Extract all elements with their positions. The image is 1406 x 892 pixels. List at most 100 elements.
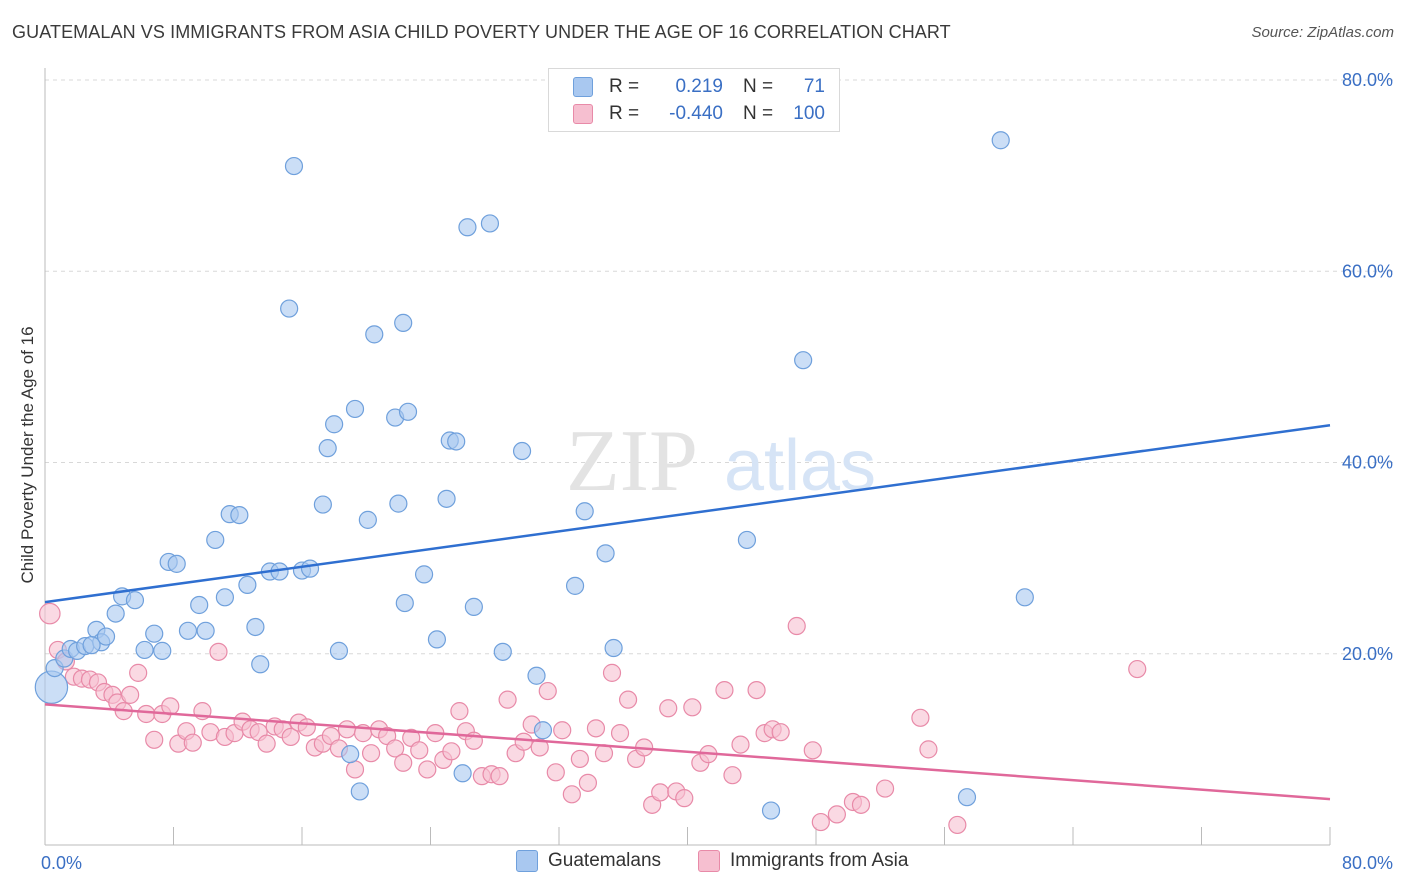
point-guatemalans: [427, 630, 447, 649]
point-guatemalans: [313, 495, 332, 514]
chart-title: GUATEMALAN VS IMMIGRANTS FROM ASIA CHILD…: [12, 22, 951, 42]
point-immigrants-asia: [731, 735, 750, 754]
point-immigrants-asia: [723, 766, 742, 785]
legend-swatch-blue: [573, 77, 593, 97]
point-guatemalans: [178, 621, 198, 640]
point-immigrants-asia: [675, 789, 694, 808]
point-guatemalans: [458, 218, 477, 237]
trend-line-guatemalans: [44, 423, 1331, 604]
point-immigrants-asia: [715, 680, 734, 700]
point-immigrants-asia: [538, 681, 557, 701]
point-immigrants-asia: [948, 815, 967, 835]
point-guatemalans: [145, 624, 164, 643]
point-immigrants-asia: [394, 753, 413, 772]
point-guatemalans: [533, 721, 553, 740]
point-immigrants-asia: [410, 741, 429, 760]
point-immigrants-asia: [651, 783, 670, 802]
point-guatemalans: [527, 666, 546, 685]
point-immigrants-asia: [281, 727, 300, 747]
point-guatemalans: [365, 325, 384, 344]
point-immigrants-asia: [297, 718, 316, 737]
point-guatemalans: [350, 782, 369, 801]
point-immigrants-asia: [578, 773, 598, 792]
point-guatemalans: [238, 575, 257, 595]
point-immigrants-asia: [586, 719, 606, 738]
point-immigrants-asia: [570, 749, 589, 769]
point-guatemalans: [794, 351, 813, 370]
point-guatemalans: [761, 801, 781, 820]
point-guatemalans: [1015, 588, 1034, 607]
point-immigrants-asia: [553, 721, 572, 740]
point-guatemalans: [737, 530, 757, 550]
trend-line-immigrants-asia: [44, 703, 1331, 801]
point-guatemalans: [300, 559, 320, 578]
legend-r-label: R =: [609, 76, 640, 97]
y-tick-label: 40.0%: [1342, 453, 1393, 473]
point-guatemalans: [437, 489, 456, 508]
y-tick-label: 60.0%: [1342, 261, 1393, 281]
legend-swatch-blue: [516, 850, 538, 872]
point-immigrants-asia: [209, 642, 228, 661]
point-immigrants-asia: [811, 812, 830, 832]
gridlines: [45, 79, 1393, 655]
point-guatemalans: [512, 441, 532, 461]
point-immigrants-asia: [827, 805, 846, 824]
point-immigrants-asia: [546, 763, 565, 782]
point-guatemalans: [206, 530, 225, 550]
x-tick-label-max: 80.0%: [1342, 853, 1393, 873]
point-immigrants-asia: [683, 698, 702, 717]
y-axis-label: Child Poverty Under the Age of 16: [18, 326, 37, 583]
point-immigrants-asia: [442, 742, 461, 761]
point-guatemalans: [414, 565, 434, 584]
y-tick-labels: 20.0% 40.0% 60.0% 80.0%: [1342, 70, 1393, 664]
point-guatemalans: [957, 788, 977, 807]
point-guatemalans: [246, 617, 265, 637]
point-guatemalans: [96, 627, 116, 646]
point-guatemalans: [991, 131, 1010, 150]
point-guatemalans: [329, 641, 349, 660]
point-guatemalans: [325, 415, 344, 434]
point-immigrants-asia: [39, 602, 61, 625]
legend-label-immigrants-asia: Immigrants from Asia: [730, 850, 909, 871]
point-guatemalans: [345, 399, 365, 419]
point-guatemalans: [596, 544, 615, 563]
point-immigrants-asia: [771, 723, 790, 742]
point-immigrants-asia: [514, 732, 533, 751]
watermark-atlas: atlas: [724, 426, 876, 506]
point-guatemalans: [215, 588, 234, 607]
legend-label-guatemalans: Guatemalans: [548, 850, 662, 871]
source-label: Source: ZipAtlas.com: [1251, 24, 1394, 41]
point-guatemalans: [251, 655, 270, 674]
point-guatemalans: [230, 505, 249, 525]
point-immigrants-asia: [659, 699, 678, 718]
point-immigrants-asia: [418, 760, 437, 779]
legend-n-label: N =: [743, 103, 774, 124]
y-tick-label: 80.0%: [1342, 70, 1393, 90]
trend-lines: [44, 423, 1331, 801]
point-immigrants-asia: [875, 779, 895, 798]
x-tick-label-min: 0.0%: [41, 853, 82, 873]
point-guatemalans: [447, 432, 466, 451]
axes: [44, 68, 1331, 846]
legend-r-value: -0.440: [669, 103, 723, 124]
point-guatemalans: [395, 593, 414, 613]
point-guatemalans: [389, 494, 408, 513]
point-immigrants-asia: [618, 690, 638, 709]
legend-n-label: N =: [743, 76, 774, 97]
point-guatemalans: [82, 636, 101, 655]
point-immigrants-asia: [129, 663, 148, 682]
point-immigrants-asia: [747, 680, 766, 700]
y-tick-label: 20.0%: [1342, 644, 1393, 664]
watermark-zip: ZIP: [566, 413, 698, 510]
point-immigrants-asia: [345, 760, 365, 779]
point-guatemalans: [284, 156, 304, 176]
point-immigrants-asia: [386, 739, 405, 758]
point-guatemalans: [318, 439, 337, 458]
series-guatemalans-points: [34, 131, 1034, 820]
point-immigrants-asia: [602, 663, 622, 682]
legend-n-value: 100: [793, 103, 825, 124]
legend-item-guatemalans: Guatemalans: [516, 850, 661, 872]
point-immigrants-asia: [257, 734, 276, 753]
point-immigrants-asia: [911, 708, 930, 727]
point-immigrants-asia: [530, 738, 549, 757]
